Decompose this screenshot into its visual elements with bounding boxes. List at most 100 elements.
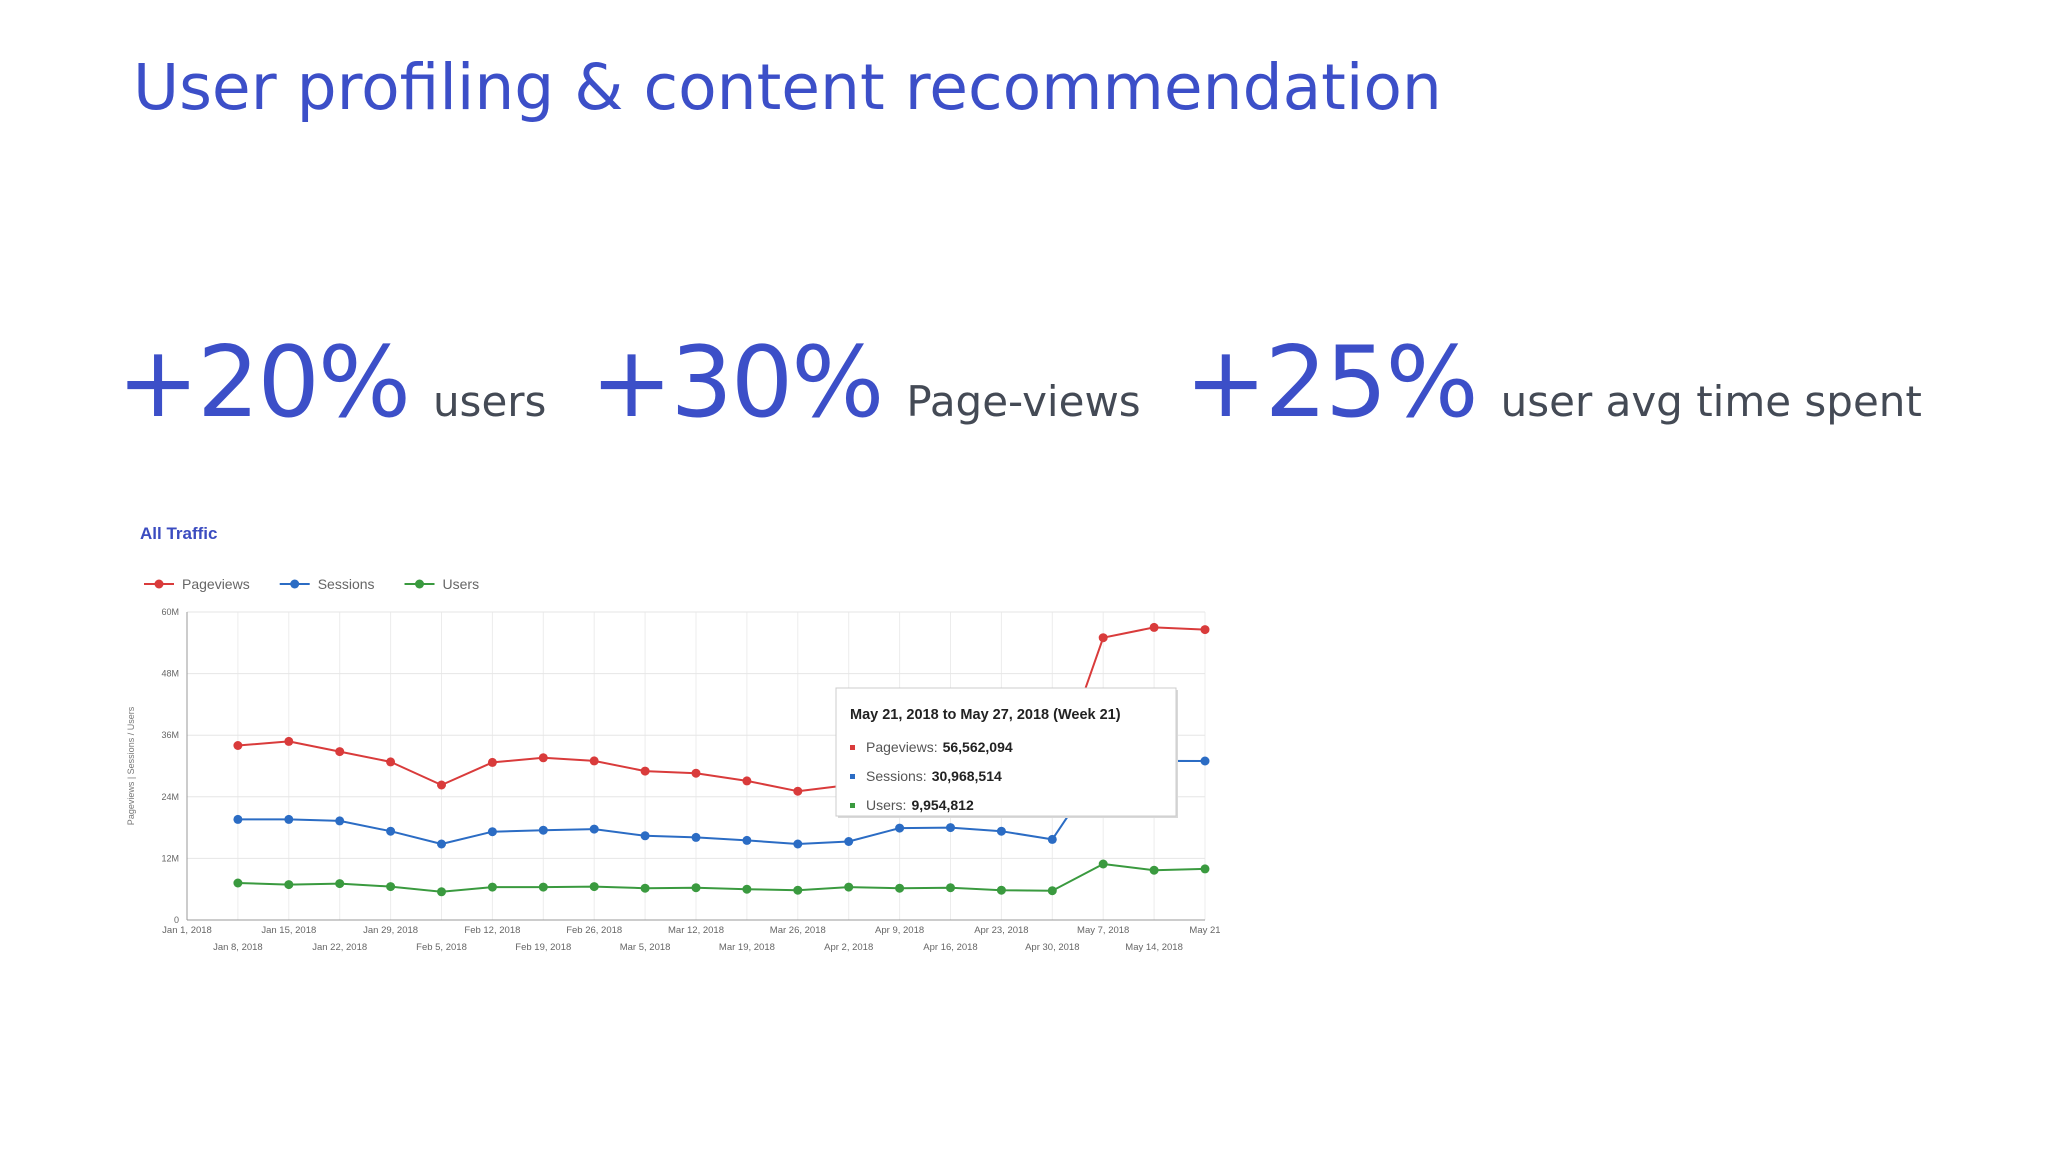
data-point-sessions: [844, 837, 854, 846]
data-point-users: [996, 885, 1006, 895]
data-point-users: [1200, 864, 1210, 874]
x-tick-label: Jan 29, 2018: [363, 925, 418, 936]
traffic-chart-svg: All Traffic Pageviews Sessions Users 0 12M 2…: [126, 524, 1220, 953]
data-point-users: [691, 883, 701, 893]
data-point-pageviews: [640, 766, 650, 776]
stat-label: user avg time spent: [1500, 377, 1922, 426]
chart-title: All Traffic: [140, 524, 217, 543]
legend-marker-sessions: [290, 579, 300, 589]
data-point-sessions: [538, 825, 548, 835]
x-tick-label: Apr 2, 2018: [824, 942, 873, 953]
tooltip-row-label: Users:: [866, 797, 906, 813]
data-point-sessions: [742, 835, 752, 845]
data-point-pageviews: [1098, 633, 1108, 643]
x-tick-label: Mar 19, 2018: [719, 942, 775, 953]
data-point-sessions: [589, 824, 599, 834]
data-point-pageviews: [1200, 625, 1210, 635]
x-tick-label: Apr 23, 2018: [974, 925, 1028, 936]
tooltip-row-value: 9,954,812: [911, 797, 973, 813]
data-point-pageviews: [335, 747, 345, 757]
x-tick-label: Apr 9, 2018: [875, 925, 924, 936]
data-point-pageviews: [742, 776, 752, 786]
data-point-sessions: [386, 826, 396, 836]
y-tick-label: 0: [174, 915, 179, 925]
data-point-pageviews: [793, 786, 803, 796]
stat-value: +30%: [590, 326, 884, 440]
legend-label-sessions: Sessions: [318, 576, 375, 592]
data-point-users: [946, 883, 955, 893]
traffic-chart: All Traffic Pageviews Sessions Users 0 12M 2…: [120, 515, 1220, 975]
x-tick-label: Jan 22, 2018: [312, 942, 367, 953]
data-point-sessions: [640, 831, 650, 841]
x-tick-label: Mar 12, 2018: [668, 925, 724, 936]
data-point-pageviews: [538, 753, 548, 763]
data-point-pageviews: [284, 736, 294, 746]
data-point-users: [1047, 886, 1057, 896]
x-tick-label: Mar 5, 2018: [620, 942, 671, 953]
tooltip-row-label: Sessions:: [866, 768, 927, 784]
x-tick-label: May 21: [1189, 925, 1220, 936]
chart-axes: 0 12M 24M 36M 48M 60M Pageviews | Sessions / U…: [126, 607, 1220, 953]
y-tick-label: 48M: [161, 669, 179, 679]
data-point-sessions: [895, 823, 905, 833]
stat-value: +20%: [117, 326, 411, 440]
stats-row: +20% users +30% Page-views +25% user avg…: [117, 326, 1966, 440]
tooltip-row-value: 56,562,094: [943, 739, 1013, 755]
data-point-users: [640, 883, 650, 893]
stat-avg-time: +25% user avg time spent: [1185, 326, 1922, 440]
slide-title: User profiling & content recommendation: [133, 51, 1442, 124]
stat-users: +20% users: [117, 326, 546, 440]
x-tick-label: Jan 1, 2018: [162, 925, 212, 936]
x-tick-label: Jan 8, 2018: [213, 942, 263, 953]
data-point-pageviews: [487, 757, 497, 767]
series-line-users: [237, 863, 1206, 893]
chart-tooltip: May 21, 2018 to May 27, 2018 (Week 21) Pa…: [835, 687, 1178, 818]
data-point-sessions: [233, 814, 243, 824]
legend-marker-pageviews: [154, 579, 164, 589]
tooltip-swatch: [850, 774, 855, 779]
tooltip-swatch: [850, 745, 855, 750]
x-tick-label: Mar 26, 2018: [770, 925, 826, 936]
data-point-sessions: [487, 827, 497, 837]
data-point-users: [793, 885, 803, 895]
y-tick-label: 24M: [161, 792, 179, 802]
x-tick-label: May 14, 2018: [1125, 942, 1183, 953]
x-tick-label: Feb 12, 2018: [464, 925, 520, 936]
data-point-pageviews: [1149, 622, 1159, 632]
stat-label: users: [432, 377, 547, 426]
data-point-users: [538, 882, 548, 892]
data-point-sessions: [1047, 834, 1057, 844]
x-tick-label: Feb 26, 2018: [566, 925, 622, 936]
data-point-sessions: [284, 814, 294, 824]
data-point-users: [742, 884, 752, 894]
tooltip-swatch: [850, 803, 855, 808]
data-point-sessions: [996, 826, 1006, 836]
tooltip-title: May 21, 2018 to May 27, 2018 (Week 21): [850, 707, 1121, 723]
data-point-users: [284, 880, 294, 890]
data-point-sessions: [1200, 756, 1210, 766]
data-point-users: [437, 887, 446, 897]
y-tick-label: 36M: [161, 730, 179, 740]
data-point-users: [844, 882, 854, 892]
data-point-users: [589, 882, 599, 892]
chart-legend: Pageviews Sessions Users: [144, 576, 479, 592]
data-point-sessions: [691, 832, 701, 842]
x-tick-label: May 7, 2018: [1077, 925, 1129, 936]
legend-marker-users: [415, 579, 425, 589]
y-axis-label: Pageviews | Sessions / Users: [126, 706, 136, 825]
data-point-sessions: [793, 839, 803, 849]
data-point-users: [335, 879, 345, 889]
stat-value: +25%: [1184, 326, 1479, 440]
data-point-users: [895, 883, 905, 893]
data-point-pageviews: [386, 757, 396, 767]
data-point-pageviews: [589, 756, 599, 766]
y-tick-label: 12M: [161, 853, 179, 863]
x-tick-label: Feb 5, 2018: [416, 942, 467, 953]
data-point-sessions: [946, 823, 955, 833]
data-point-users: [1098, 859, 1108, 869]
legend-label-pageviews: Pageviews: [182, 576, 250, 592]
data-point-users: [1149, 865, 1159, 875]
data-point-pageviews: [437, 780, 446, 790]
x-tick-label: Apr 30, 2018: [1025, 942, 1079, 953]
series-line-sessions: [237, 759, 1206, 845]
